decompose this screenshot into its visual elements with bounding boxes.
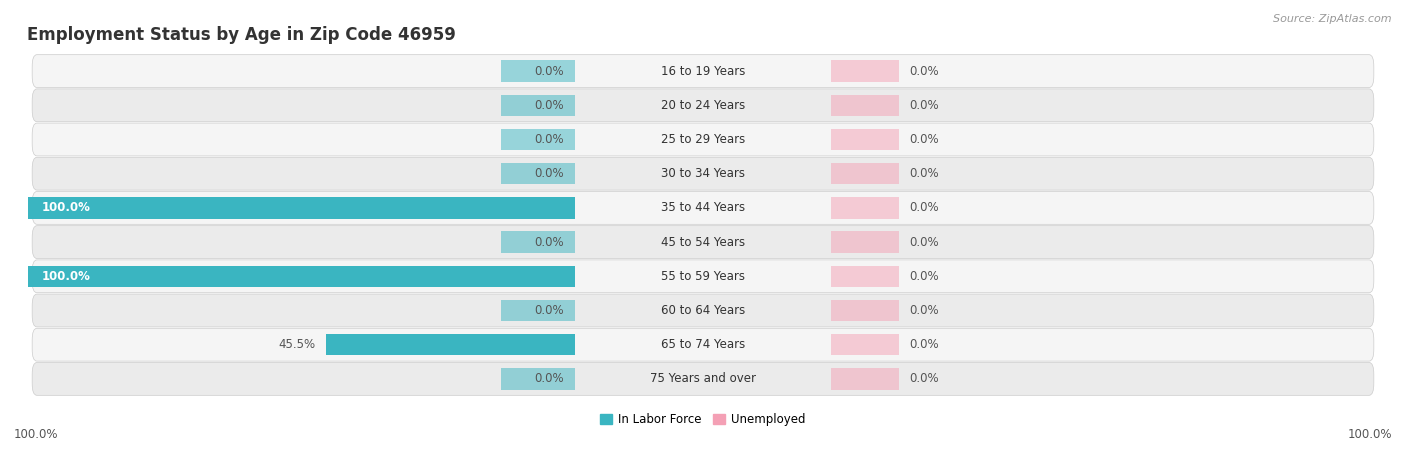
Text: 75 Years and over: 75 Years and over [650,373,756,385]
FancyBboxPatch shape [32,192,1374,224]
Bar [501,197,575,219]
Text: 45.5%: 45.5% [278,338,315,351]
Text: 0.0%: 0.0% [910,99,939,112]
Text: 0.0%: 0.0% [534,99,564,112]
Text: 0.0%: 0.0% [534,236,564,248]
Text: 20 to 24 Years: 20 to 24 Years [661,99,745,112]
Text: 0.0%: 0.0% [910,236,939,248]
Bar [831,163,898,184]
Bar [28,266,575,287]
Text: 0.0%: 0.0% [910,167,939,180]
Text: 100.0%: 100.0% [42,202,90,214]
Bar [501,231,575,253]
Text: 0.0%: 0.0% [534,304,564,317]
FancyBboxPatch shape [32,363,1374,395]
Bar [501,266,575,287]
Text: 100.0%: 100.0% [1347,428,1392,441]
Bar [501,368,575,390]
Bar [831,231,898,253]
FancyBboxPatch shape [32,89,1374,122]
Text: 16 to 19 Years: 16 to 19 Years [661,65,745,77]
Bar [501,163,575,184]
Bar [501,300,575,321]
Text: 65 to 74 Years: 65 to 74 Years [661,338,745,351]
Text: 45 to 54 Years: 45 to 54 Years [661,236,745,248]
Text: 0.0%: 0.0% [910,65,939,77]
Bar [28,197,575,219]
FancyBboxPatch shape [32,123,1374,156]
Text: Source: ZipAtlas.com: Source: ZipAtlas.com [1274,14,1392,23]
Bar [831,197,898,219]
Legend: In Labor Force, Unemployed: In Labor Force, Unemployed [596,409,810,431]
Text: 0.0%: 0.0% [910,133,939,146]
Bar [831,300,898,321]
Text: 55 to 59 Years: 55 to 59 Years [661,270,745,283]
Text: 35 to 44 Years: 35 to 44 Years [661,202,745,214]
Text: 0.0%: 0.0% [910,304,939,317]
Text: 60 to 64 Years: 60 to 64 Years [661,304,745,317]
Bar [831,334,898,356]
Bar [831,60,898,82]
FancyBboxPatch shape [32,328,1374,361]
Text: 0.0%: 0.0% [910,373,939,385]
Bar [501,94,575,116]
Text: 30 to 34 Years: 30 to 34 Years [661,167,745,180]
Bar [831,266,898,287]
Text: 0.0%: 0.0% [534,65,564,77]
Text: Employment Status by Age in Zip Code 46959: Employment Status by Age in Zip Code 469… [27,26,456,44]
Bar [501,129,575,150]
FancyBboxPatch shape [32,158,1374,190]
Bar [831,368,898,390]
Bar [831,129,898,150]
Text: 100.0%: 100.0% [42,270,90,283]
FancyBboxPatch shape [32,294,1374,327]
Text: 0.0%: 0.0% [534,373,564,385]
Text: 25 to 29 Years: 25 to 29 Years [661,133,745,146]
FancyBboxPatch shape [32,260,1374,292]
FancyBboxPatch shape [32,226,1374,258]
Text: 0.0%: 0.0% [910,202,939,214]
Text: 100.0%: 100.0% [14,428,59,441]
Bar [501,334,575,356]
Bar [831,94,898,116]
FancyBboxPatch shape [32,55,1374,87]
Bar [326,334,575,356]
Bar [501,60,575,82]
Text: 0.0%: 0.0% [534,133,564,146]
Text: 0.0%: 0.0% [534,167,564,180]
Text: 0.0%: 0.0% [910,270,939,283]
Text: 0.0%: 0.0% [910,338,939,351]
